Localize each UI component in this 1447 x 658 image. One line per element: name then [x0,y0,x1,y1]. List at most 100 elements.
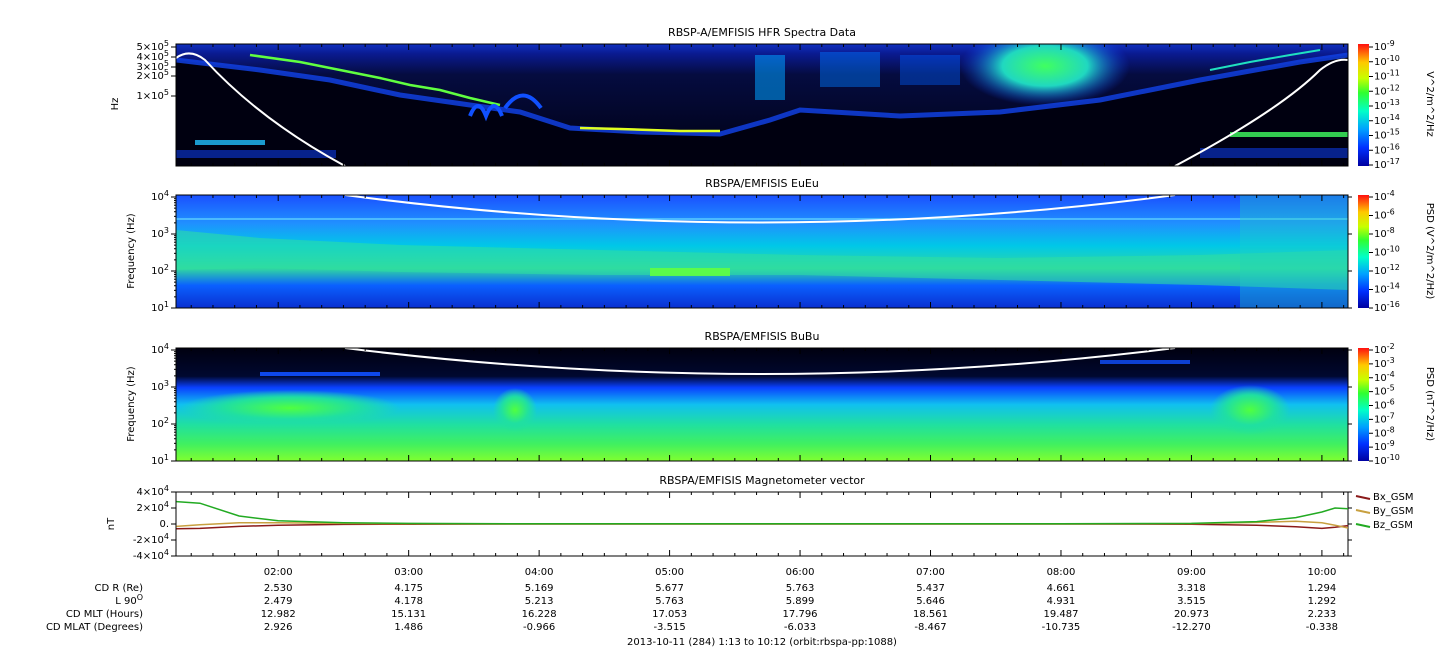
series-line-Bz_GSM [176,500,1349,525]
ephemeris-value: 2.530 [264,583,293,594]
ephemeris-value: 4.175 [394,583,423,594]
mag-ytick-label: 0. [159,519,169,530]
ephemeris-row-label: L 90O [115,593,143,607]
bubu-ytick-label: 101 [151,453,169,467]
ephemeris-row-label: CD MLT (Hours) [66,609,143,620]
bubu-colorbar-tick-label: 10-5 [1374,384,1395,398]
bubu-title: RBSPA/EMFISIS BuBu [705,330,820,343]
time-tick-label: 03:00 [394,567,423,578]
eueu-spectrogram [176,195,1348,308]
eueu-colorbar-ticks: 10-4 10-6 10-8 10-10 10-12 10-14 10-16 [1369,189,1400,314]
bubu-colorbar-tick-label: 10-10 [1374,453,1400,467]
ephemeris-value: 5.763 [655,596,684,607]
hfr-colorbar [1358,44,1369,166]
ephemeris-value: 2.479 [264,596,293,607]
eueu-colorbar-tick-label: 10-12 [1374,263,1400,277]
hfr-title: RBSP-A/EMFISIS HFR Spectra Data [668,26,856,39]
eueu-colorbar-tick-label: 10-10 [1374,245,1400,259]
mag-ytick-label: 2×104 [136,500,169,514]
hfr-colorbar-tick-label: 10-14 [1374,113,1400,127]
time-tick-label: 04:00 [525,567,554,578]
time-tick-label: 02:00 [264,567,293,578]
ephemeris-value: 5.677 [655,583,684,594]
bubu-colorbar-ticks: 10-210-310-410-510-610-710-810-910-10 [1369,342,1400,467]
hfr-ytick-label: 4×105 [136,49,169,63]
eueu-ytick-label: 103 [151,226,169,240]
ephemeris-value: 1.292 [1308,596,1337,607]
hfr-ytick-label: 5×105 [136,39,169,53]
time-tick-label: 06:00 [786,567,815,578]
bubu-colorbar-tick-label: 10-7 [1374,411,1395,425]
hfr-ytick-label: 1×105 [136,88,169,102]
ephemeris-value: 5.646 [916,596,945,607]
eueu-ytick-label: 102 [151,263,169,277]
eueu-colorbar-tick-label: 10-4 [1374,189,1395,203]
ephemeris-value: -10.735 [1042,622,1081,633]
mag-yticks: 4×104 2×104 0. -2×104 -4×104 [133,484,1352,562]
ephemeris-value: 5.213 [525,596,554,607]
hfr-ylabel: Hz [110,98,121,111]
bubu-colorbar-tick-label: 10-2 [1374,342,1395,356]
hfr-spectrogram [176,44,1348,166]
eueu-ylabel: Frequency (Hz) [126,213,137,289]
ephemeris-value: 17.053 [652,609,687,620]
mag-series [176,500,1349,530]
ephemeris-value: 1.486 [394,622,423,633]
eueu-ytick-label: 104 [151,189,169,203]
ephemeris-value: -0.966 [523,622,555,633]
mag-ytick-label: -4×104 [133,548,169,562]
ephemeris-value: 4.931 [1047,596,1076,607]
eueu-colorbar-label: PSD (V^2/m^2/Hz) [1424,203,1435,300]
time-ticks: 02:00 03:00 04:00 05:00 06:00 07:00 08:00 09:00… [190,44,1345,578]
ephemeris-value: 18.561 [913,609,948,620]
legend-swatch [1355,509,1371,514]
mag-legend: Bx_GSM By_GSM Bz_GSM [1355,492,1414,531]
ephemeris-value: 5.437 [916,583,945,594]
hfr-colorbar-tick-label: 10-13 [1374,98,1400,112]
ephemeris-value: 1.294 [1308,583,1337,594]
hfr-colorbar-tick-label: 10-12 [1374,83,1400,97]
hfr-colorbar-label: V^2/m^2/Hz [1424,71,1435,137]
ephemeris-value: 16.228 [522,609,557,620]
ephemeris-value: 4.661 [1047,583,1076,594]
time-tick-label: 05:00 [655,567,684,578]
bubu-panel: RBSPA/EMFISIS BuBu Frequency (Hz) 104 103… [126,330,1435,467]
bubu-colorbar-tick-label: 10-8 [1374,425,1395,439]
eueu-colorbar-tick-label: 10-16 [1374,300,1400,314]
ephemeris-value: 17.796 [783,609,818,620]
ephemeris-value: -0.338 [1306,622,1338,633]
eueu-colorbar [1358,195,1369,308]
legend-swatch [1355,495,1371,500]
bubu-ytick-label: 103 [151,379,169,393]
ephemeris-value: -6.033 [784,622,816,633]
ephemeris-value: 12.982 [261,609,296,620]
ephemeris-value: -8.467 [914,622,946,633]
legend-swatch [1355,523,1371,528]
bubu-ylabel: Frequency (Hz) [126,366,137,442]
time-tick-label: 09:00 [1177,567,1206,578]
ephemeris-value: 3.515 [1177,596,1206,607]
mag-title: RBSPA/EMFISIS Magnetometer vector [659,474,865,487]
ephemeris-value: 20.973 [1174,609,1209,620]
ephemeris-row-label: CD R (Re) [95,583,144,594]
ephemeris-value: 5.899 [786,596,815,607]
hfr-colorbar-tick-label: 10-10 [1374,54,1400,68]
bubu-colorbar [1358,348,1369,461]
time-tick-label: 08:00 [1047,567,1076,578]
bubu-colorbar-label: PSD (nT^2/Hz) [1424,367,1435,441]
ephemeris-value: 3.318 [1177,583,1206,594]
mag-ylabel: nT [106,517,117,530]
ephemeris-value: -12.270 [1172,622,1211,633]
ephemeris-value: 2.926 [264,622,293,633]
bubu-yticks: 104 103 102 101 [151,342,1352,467]
hfr-colorbar-tick-label: 10-17 [1374,157,1400,171]
hfr-colorbar-tick-label: 10-11 [1374,69,1400,83]
time-tick-label: 07:00 [916,567,945,578]
eueu-panel: RBSPA/EMFISIS EuEu Frequency (Hz) 104 103… [126,177,1435,314]
hfr-colorbar-tick-label: 10-9 [1374,39,1395,53]
mag-panel: RBSPA/EMFISIS Magnetometer vector nT 4×1… [106,474,1414,562]
mag-ytick-label: -2×104 [133,532,169,546]
hfr-colorbar-ticks: 10-910-1010-1110-1210-1310-1410-1510-161… [1369,39,1400,171]
